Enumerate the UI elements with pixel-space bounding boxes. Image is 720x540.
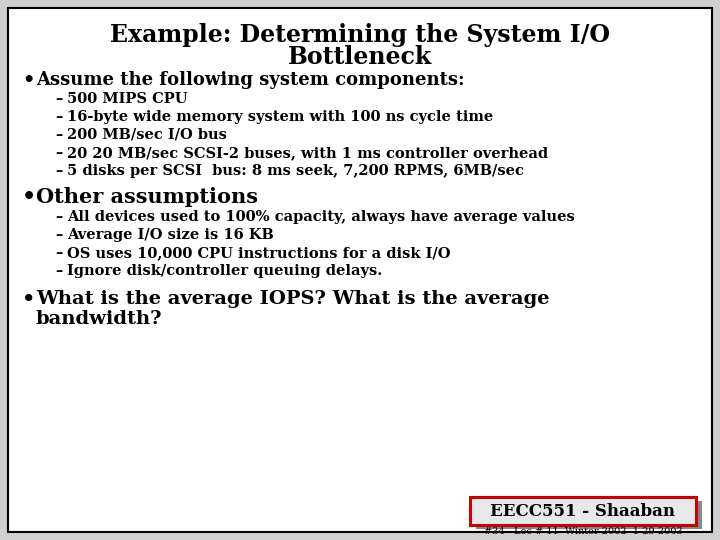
Text: •: •	[22, 289, 35, 309]
Text: –: –	[55, 92, 62, 106]
Text: –: –	[55, 228, 62, 242]
Text: –: –	[55, 128, 62, 142]
Text: Example: Determining the System I/O: Example: Determining the System I/O	[110, 23, 610, 47]
Text: bandwidth?: bandwidth?	[36, 310, 163, 328]
Text: –: –	[55, 146, 62, 160]
Text: –: –	[55, 210, 62, 224]
Text: All devices used to 100% capacity, always have average values: All devices used to 100% capacity, alway…	[67, 210, 575, 224]
Text: OS uses 10,000 CPU instructions for a disk I/O: OS uses 10,000 CPU instructions for a di…	[67, 246, 451, 260]
Text: EECC551 - Shaaban: EECC551 - Shaaban	[490, 503, 675, 519]
Text: 5 disks per SCSI  bus: 8 ms seek, 7,200 RPMS, 6MB/sec: 5 disks per SCSI bus: 8 ms seek, 7,200 R…	[67, 164, 524, 178]
Text: 200 MB/sec I/O bus: 200 MB/sec I/O bus	[67, 128, 227, 142]
Text: #34   Lec # 11  Winter 2002  1-29-2003: #34 Lec # 11 Winter 2002 1-29-2003	[484, 528, 683, 537]
Text: 500 MIPS CPU: 500 MIPS CPU	[67, 92, 187, 106]
Text: •: •	[22, 71, 35, 89]
Text: Bottleneck: Bottleneck	[288, 45, 432, 69]
Text: –: –	[55, 110, 62, 124]
Text: –: –	[55, 246, 62, 260]
Text: •: •	[22, 186, 36, 208]
FancyBboxPatch shape	[470, 497, 696, 525]
Text: Other assumptions: Other assumptions	[36, 187, 258, 207]
Text: 20 20 MB/sec SCSI-2 buses, with 1 ms controller overhead: 20 20 MB/sec SCSI-2 buses, with 1 ms con…	[67, 146, 548, 160]
FancyBboxPatch shape	[476, 501, 702, 529]
Text: Assume the following system components:: Assume the following system components:	[36, 71, 464, 89]
Text: –: –	[55, 164, 62, 178]
FancyBboxPatch shape	[8, 8, 712, 532]
Text: Average I/O size is 16 KB: Average I/O size is 16 KB	[67, 228, 274, 242]
Text: What is the average IOPS? What is the average: What is the average IOPS? What is the av…	[36, 290, 549, 308]
Text: Ignore disk/controller queuing delays.: Ignore disk/controller queuing delays.	[67, 264, 382, 278]
Text: –: –	[55, 264, 62, 278]
Text: 16-byte wide memory system with 100 ns cycle time: 16-byte wide memory system with 100 ns c…	[67, 110, 493, 124]
